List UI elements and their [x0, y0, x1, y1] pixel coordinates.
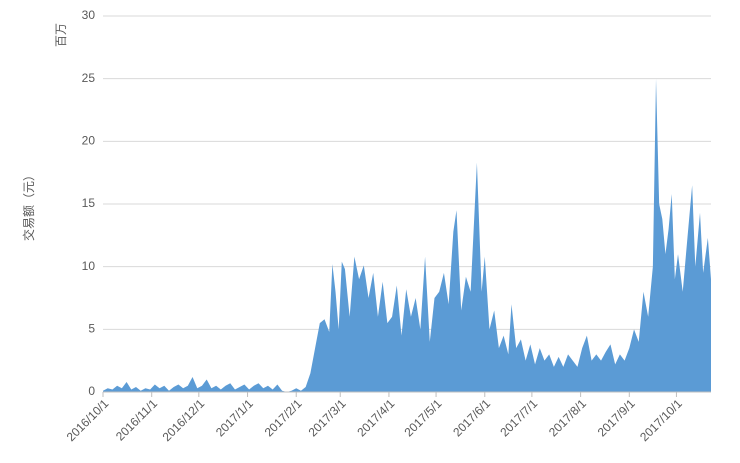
y-tick-label: 5 [88, 322, 95, 336]
x-tick-label: 2017/4/1 [354, 396, 397, 439]
y-tick-label: 0 [88, 384, 95, 398]
x-tick-label: 2016/12/1 [160, 396, 208, 444]
x-tick-label: 2017/7/1 [497, 396, 540, 439]
x-tick-label: 2017/8/1 [546, 396, 589, 439]
x-tick-label: 2017/9/1 [595, 396, 638, 439]
x-tick-label: 2017/5/1 [401, 396, 444, 439]
area [103, 78, 711, 393]
x-tick-label: 2017/10/1 [637, 396, 685, 444]
x-tick-label: 2017/1/1 [213, 396, 256, 439]
x-tick-label: 2017/3/1 [306, 396, 349, 439]
y-axis-label: 交易额（元） [21, 169, 36, 241]
y-tick-label: 20 [82, 134, 96, 148]
x-tick-label: 2016/11/1 [113, 396, 160, 443]
y-tick-label: 30 [82, 8, 96, 22]
y-tick-label: 15 [82, 196, 96, 210]
y-tick-label: 25 [82, 71, 96, 85]
x-tick-label: 2017/2/1 [262, 396, 305, 439]
x-tick-label: 2016/10/1 [64, 396, 112, 444]
y-tick-label: 10 [82, 259, 96, 273]
x-tick-label: 2017/6/1 [450, 396, 493, 439]
y-unit-label: 百万 [54, 23, 68, 47]
